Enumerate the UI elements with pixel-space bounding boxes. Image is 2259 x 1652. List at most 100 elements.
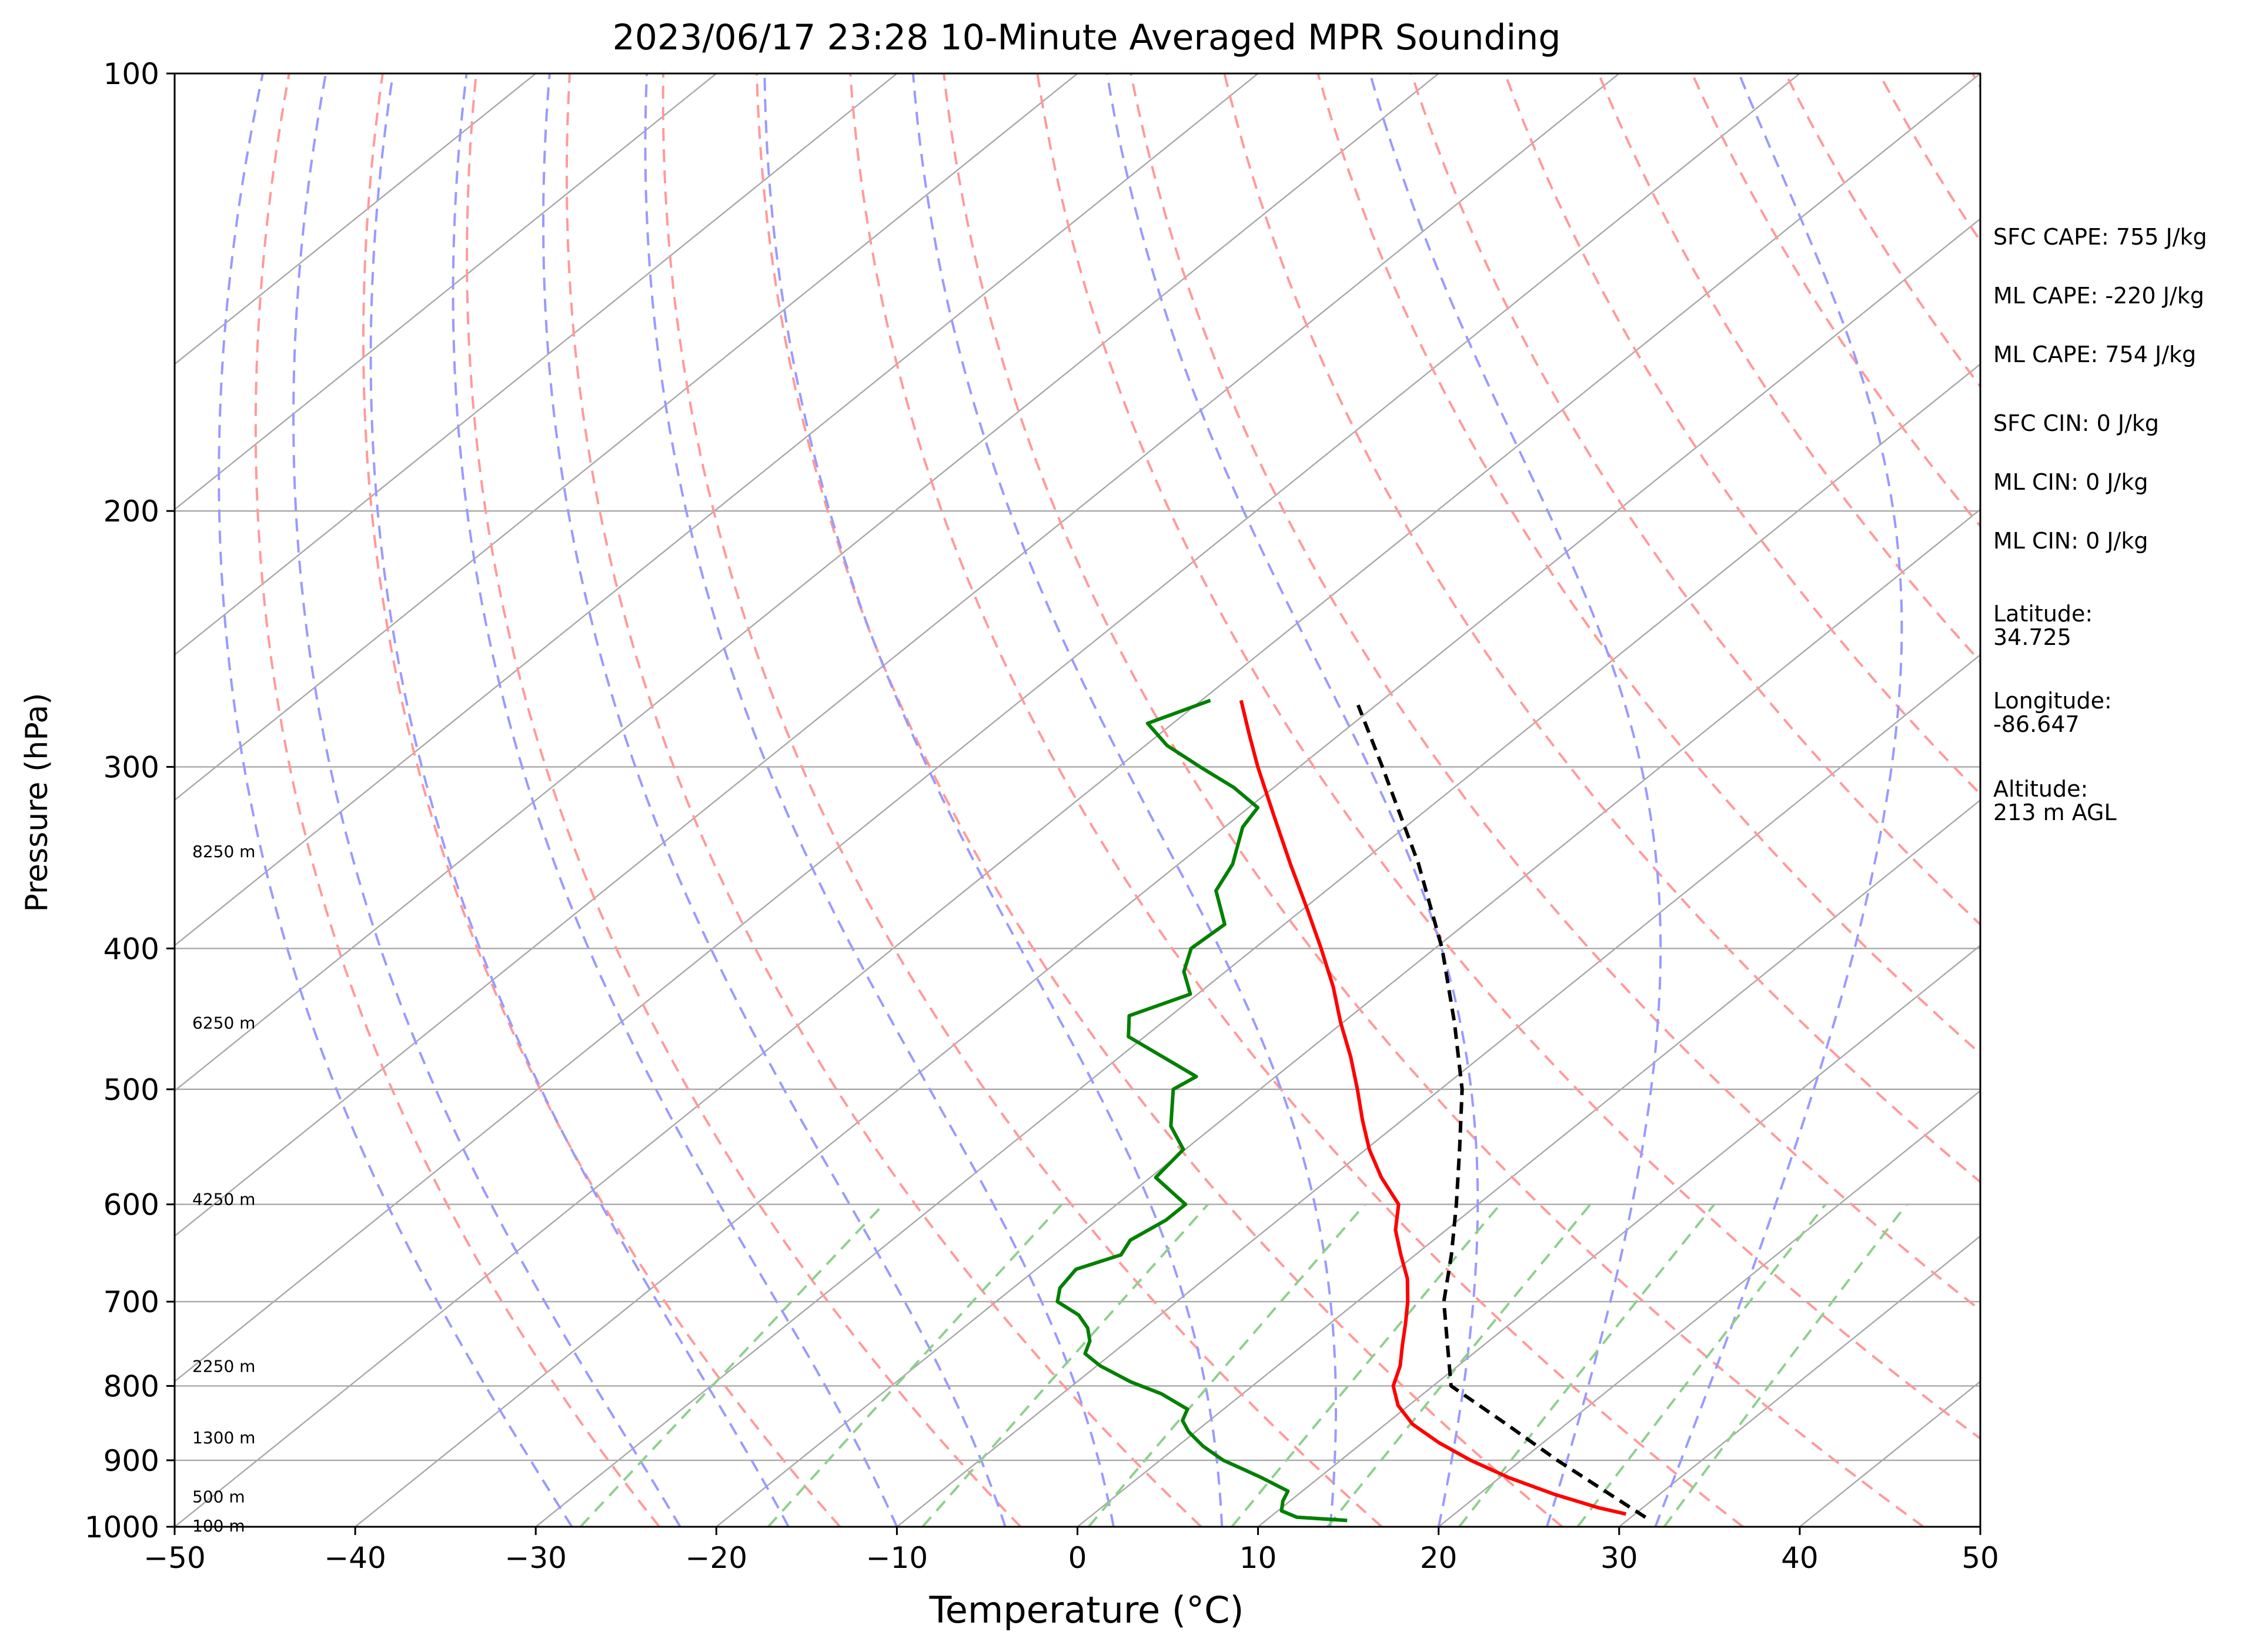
- moist-adiabat: [1369, 73, 1662, 1527]
- stat-line: ML CIN: 0 J/kg: [1993, 528, 2148, 554]
- stat-line: SFC CAPE: 755 J/kg: [1993, 224, 2207, 250]
- y-tick-label: 1000: [85, 1510, 159, 1544]
- stat-line: SFC CIN: 0 J/kg: [1993, 410, 2160, 436]
- stat-line: Latitude: 34.725: [1993, 601, 2093, 650]
- mixing-ratio-line: [1576, 1203, 1827, 1527]
- moist-adiabat: [542, 73, 1007, 1527]
- isotherm: [175, 73, 536, 365]
- dry-adiabat: [254, 73, 661, 1527]
- sounding-traces: [1055, 698, 1647, 1523]
- dry-adiabat: [756, 73, 1563, 1527]
- dry-adiabat: [943, 73, 1924, 1527]
- isotherm: [175, 73, 1439, 1092]
- temperature-trace: [1239, 700, 1627, 1516]
- dry-adiabat: [661, 73, 1383, 1527]
- dewpoint-trace: [1055, 698, 1348, 1523]
- mixing-ratio-line: [1663, 1203, 1908, 1527]
- x-tick-label: −20: [686, 1541, 748, 1575]
- background-lines: [175, 73, 1980, 1527]
- isotherm: [1077, 799, 1980, 1527]
- dry-adiabat: [1036, 73, 1980, 1440]
- stat-line: ML CAPE: 754 J/kg: [1993, 342, 2197, 367]
- height-label: 6250 m: [192, 1014, 255, 1033]
- isotherm: [716, 509, 1980, 1527]
- isotherm: [896, 654, 1980, 1527]
- y-tick-label: 600: [103, 1188, 159, 1222]
- dry-adiabat: [1503, 73, 1980, 796]
- stat-line: Altitude: 213 m AGL: [1993, 776, 2117, 825]
- mixing-ratio-line: [921, 1203, 1209, 1527]
- dry-adiabat: [1410, 73, 1980, 927]
- x-tick-label: −40: [324, 1541, 386, 1575]
- moist-adiabat: [218, 73, 573, 1527]
- stat-line: ML CAPE: -220 J/kg: [1993, 283, 2204, 309]
- isotherm: [1257, 944, 1980, 1527]
- isotherm: [175, 73, 1078, 801]
- parcel-trace: [1356, 704, 1647, 1519]
- x-tick-label: 50: [1961, 1541, 1999, 1575]
- y-tick-label: 900: [103, 1444, 159, 1478]
- mixing-ratio-line: [579, 1203, 885, 1527]
- x-tick-label: −30: [504, 1541, 567, 1575]
- dry-adiabat: [1785, 73, 1980, 389]
- axis-ticks: −50 −40 −30 −20 −10 0 10 20 30 40 50 100 200 300 400 50…: [85, 57, 1999, 1575]
- isotherm: [535, 363, 1980, 1527]
- dry-adiabat: [565, 73, 1202, 1527]
- mixing-ratio-line: [767, 1203, 1063, 1527]
- y-tick-label: 400: [103, 932, 159, 966]
- isotherm: [175, 73, 1980, 1527]
- dry-adiabat: [466, 73, 1022, 1527]
- stat-line: Longitude: -86.647: [1993, 688, 2112, 737]
- x-tick-label: 10: [1239, 1541, 1277, 1575]
- x-axis-label: Temperature (°C): [928, 1589, 1244, 1631]
- moist-adiabat: [369, 73, 790, 1527]
- moist-adiabat: [452, 73, 898, 1527]
- moist-adiabat: [911, 73, 1337, 1527]
- stat-line: ML CIN: 0 J/kg: [1993, 469, 2148, 495]
- height-label: 500 m: [192, 1487, 245, 1506]
- mixing-ratio-line: [1326, 1203, 1592, 1527]
- isotherm: [175, 73, 1620, 1238]
- x-tick-label: 0: [1068, 1541, 1087, 1575]
- mixing-ratio-line: [1087, 1203, 1366, 1527]
- dry-adiabat: [362, 73, 841, 1527]
- dry-adiabat: [1130, 73, 1980, 1312]
- x-tick-label: −50: [143, 1541, 206, 1575]
- x-tick-label: 40: [1781, 1541, 1819, 1575]
- height-label: 2250 m: [192, 1356, 255, 1376]
- dry-adiabat: [1316, 73, 1980, 1055]
- height-labels: 100 m 500 m 1300 m 2250 m 4250 m 6250 m 8250 m: [192, 842, 255, 1536]
- y-tick-label: 700: [103, 1285, 159, 1319]
- chart-title: 2023/06/17 23:28 10-Minute Averaged MPR …: [613, 17, 1561, 58]
- height-label: 4250 m: [192, 1190, 255, 1209]
- moist-adiabat: [1654, 73, 1903, 1527]
- isotherm: [175, 73, 717, 511]
- y-tick-label: 200: [103, 494, 159, 529]
- y-tick-label: 300: [103, 750, 159, 784]
- dry-adiabat: [849, 73, 1744, 1527]
- x-tick-label: 20: [1420, 1541, 1458, 1575]
- y-tick-label: 800: [103, 1369, 159, 1403]
- isotherm: [175, 73, 898, 656]
- dry-adiabat: [1597, 73, 1980, 664]
- isotherm: [1438, 1089, 1980, 1527]
- x-tick-label: −10: [866, 1541, 928, 1575]
- y-tick-label: 500: [103, 1073, 159, 1107]
- isotherm: [1619, 1235, 1980, 1527]
- isotherm: [175, 73, 1800, 1383]
- height-label: 8250 m: [192, 842, 255, 861]
- moist-adiabat: [292, 73, 681, 1527]
- y-axis-label: Pressure (hPa): [19, 693, 55, 912]
- mixing-ratio-line: [1231, 1203, 1501, 1527]
- isotherm: [355, 218, 1980, 1527]
- moist-adiabat: [1105, 73, 1479, 1527]
- height-label: 1300 m: [192, 1428, 255, 1447]
- y-tick-label: 100: [103, 57, 159, 91]
- moist-adiabat: [763, 73, 1224, 1527]
- moist-adiabat: [644, 73, 1115, 1527]
- mixing-ratio-line: [1458, 1203, 1716, 1527]
- isotherm: [175, 73, 1259, 947]
- height-label: 100 m: [192, 1516, 245, 1536]
- x-tick-label: 30: [1600, 1541, 1638, 1575]
